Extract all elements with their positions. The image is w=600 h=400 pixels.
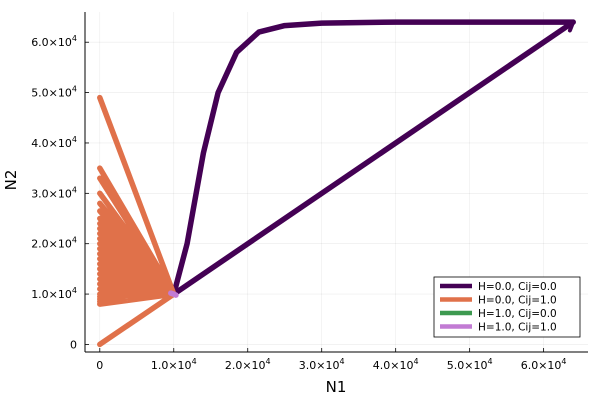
grid [85, 12, 588, 352]
legend-entry: H=1.0, Cij=0.0 [478, 308, 557, 320]
y-tick-label: 2.0×104 [31, 236, 77, 251]
plot-area [97, 19, 576, 348]
axes: 0 1.0×104 2.0×104 3.0×104 4.0×104 5.0×104 6.0×… [31, 12, 588, 372]
legend-entry: H=1.0, Cij=1.0 [478, 322, 557, 334]
series-3-line [168, 290, 179, 298]
x-tick-label: 3.0×104 [299, 357, 345, 372]
legend-entry: H=0.0, Cij=0.0 [478, 281, 557, 293]
x-axis-label: N1 [326, 378, 347, 396]
series-0-arrowhead [562, 20, 576, 33]
x-tick-label: 5.0×104 [447, 357, 493, 372]
y-tick-label: 3.0×104 [31, 185, 77, 200]
x-tick-label: 6.0×104 [521, 357, 567, 372]
x-tick-label: 1.0×104 [151, 357, 197, 372]
x-tick-label: 2.0×104 [225, 357, 271, 372]
y-tick-label: 5.0×104 [31, 85, 77, 100]
y-tick-label: 0 [70, 338, 77, 351]
series-1-line [97, 94, 177, 348]
y-tick-label: 1.0×104 [31, 286, 77, 301]
x-tick-label: 4.0×104 [373, 357, 419, 372]
legend-entry: H=0.0, Cij=1.0 [478, 295, 557, 307]
y-tick-label: 6.0×104 [31, 34, 77, 49]
x-tick-label: 0 [96, 359, 103, 372]
y-tick-label: 4.0×104 [31, 135, 77, 150]
y-axis-label: N2 [2, 170, 20, 191]
legend: H=0.0, Cij=0.0 H=0.0, Cij=1.0H=1.0, Cij=0… [433, 276, 581, 338]
